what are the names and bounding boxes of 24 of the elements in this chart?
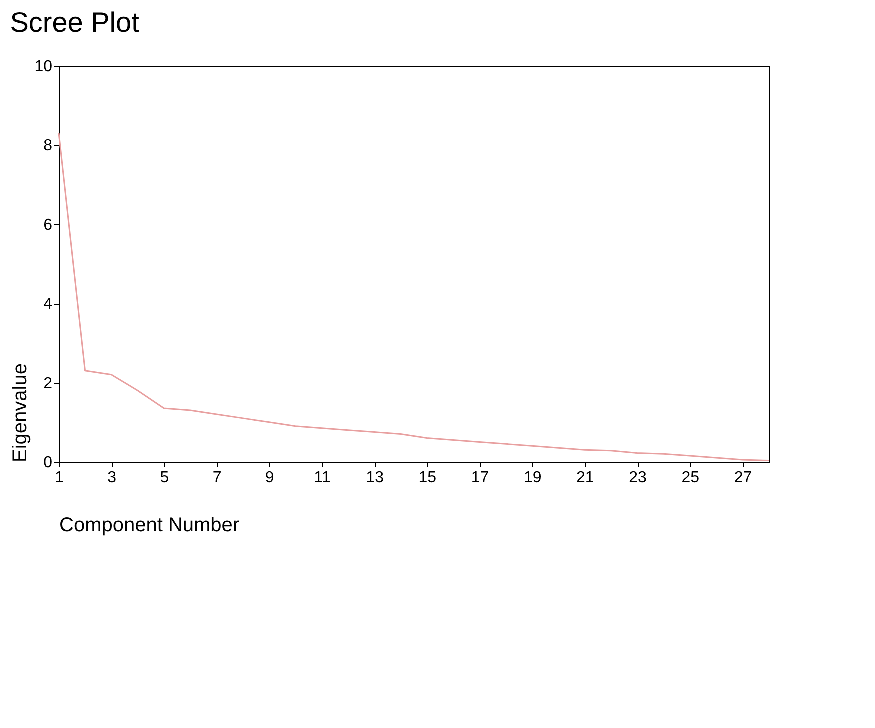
x-tick-label: 1 — [55, 470, 64, 486]
x-tick-label: 9 — [265, 470, 274, 486]
x-tick-label: 15 — [418, 470, 437, 486]
x-tick-label: 13 — [366, 470, 384, 486]
y-tick-label: 6 — [44, 216, 53, 234]
chart-title: Scree Plot — [10, 7, 140, 38]
line-series — [58, 132, 770, 462]
x-tick-label: 7 — [212, 470, 222, 486]
y-tick-label: 10 — [34, 58, 53, 76]
x-tick-label: 27 — [734, 470, 752, 486]
y-tick-label: 0 — [44, 454, 53, 472]
x-axis-title: Component Number — [60, 514, 240, 536]
x-tick-label: 11 — [314, 470, 331, 486]
y-tick-label: 2 — [44, 375, 53, 392]
x-tick-label: 3 — [108, 470, 117, 486]
x-tick-label: 5 — [160, 470, 170, 486]
x-tick-label: 25 — [682, 470, 700, 486]
x-tick-label: 17 — [471, 470, 490, 486]
y-tick-label: 8 — [44, 138, 53, 155]
y-tick-label: 4 — [44, 296, 53, 314]
x-tick-label: 23 — [629, 470, 648, 486]
x-tick-label: 19 — [524, 470, 542, 486]
y-axis-title: Eigenvalue — [10, 364, 32, 462]
x-tick-label: 21 — [576, 470, 594, 486]
